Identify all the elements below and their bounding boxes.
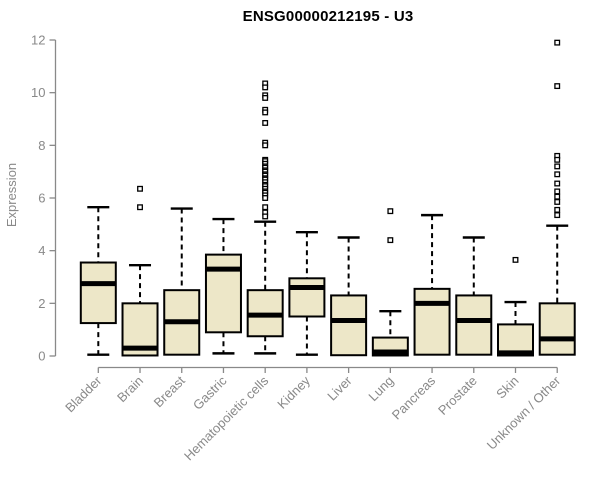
outlier-point <box>137 204 143 211</box>
outlier-point <box>554 83 561 90</box>
outlier-point <box>554 171 561 178</box>
x-category-label: Skin <box>493 373 521 401</box>
box <box>330 294 368 357</box>
box <box>497 323 534 357</box>
y-tick-label: 10 <box>31 85 45 100</box>
outlier-point <box>262 195 269 201</box>
outlier-point <box>262 120 269 126</box>
y-tick-label: 8 <box>38 138 45 153</box>
outlier-point <box>262 109 269 116</box>
outlier-point <box>554 199 561 205</box>
box <box>538 302 576 356</box>
x-category-label: Pancreas <box>389 373 439 423</box>
chart-title: ENSG00000212195 - U3 <box>242 8 414 25</box>
outlier-point <box>554 206 561 213</box>
outlier-point <box>387 208 394 215</box>
x-category-label: Breast <box>151 373 188 410</box>
outlier-point <box>137 185 143 192</box>
y-tick-label: 6 <box>38 191 45 206</box>
outlier-point <box>554 163 561 170</box>
box <box>455 294 493 356</box>
y-tick-label: 4 <box>38 243 45 258</box>
box <box>288 277 326 318</box>
outlier-point <box>554 156 561 163</box>
outlier-point <box>262 142 269 149</box>
outlier-point <box>262 204 269 211</box>
y-tick-label: 2 <box>38 296 45 311</box>
x-category-label: Bladder <box>62 373 105 416</box>
outlier-point <box>554 212 561 219</box>
outlier-point <box>262 84 269 91</box>
outlier-point <box>512 256 519 263</box>
x-category-label: Prostate <box>435 373 480 418</box>
outlier-point <box>554 193 561 200</box>
x-category-label: Liver <box>324 373 355 404</box>
outlier-point <box>387 237 394 244</box>
y-tick-label: 0 <box>38 349 45 364</box>
x-category-label: Kidney <box>274 373 313 412</box>
box <box>204 253 242 334</box>
x-category-label: Brain <box>114 373 146 405</box>
x-category-label: Gastric <box>190 373 230 413</box>
outlier-point <box>262 213 269 220</box>
outlier-point <box>554 39 561 46</box>
outlier-point <box>554 188 561 195</box>
x-category-label: Unknown / Other <box>484 373 564 453</box>
x-category-label: Lung <box>365 373 396 404</box>
box <box>413 287 451 356</box>
outlier-point <box>554 180 561 187</box>
box <box>79 261 117 325</box>
outlier-point <box>262 94 269 101</box>
y-tick-label: 12 <box>31 33 45 48</box>
